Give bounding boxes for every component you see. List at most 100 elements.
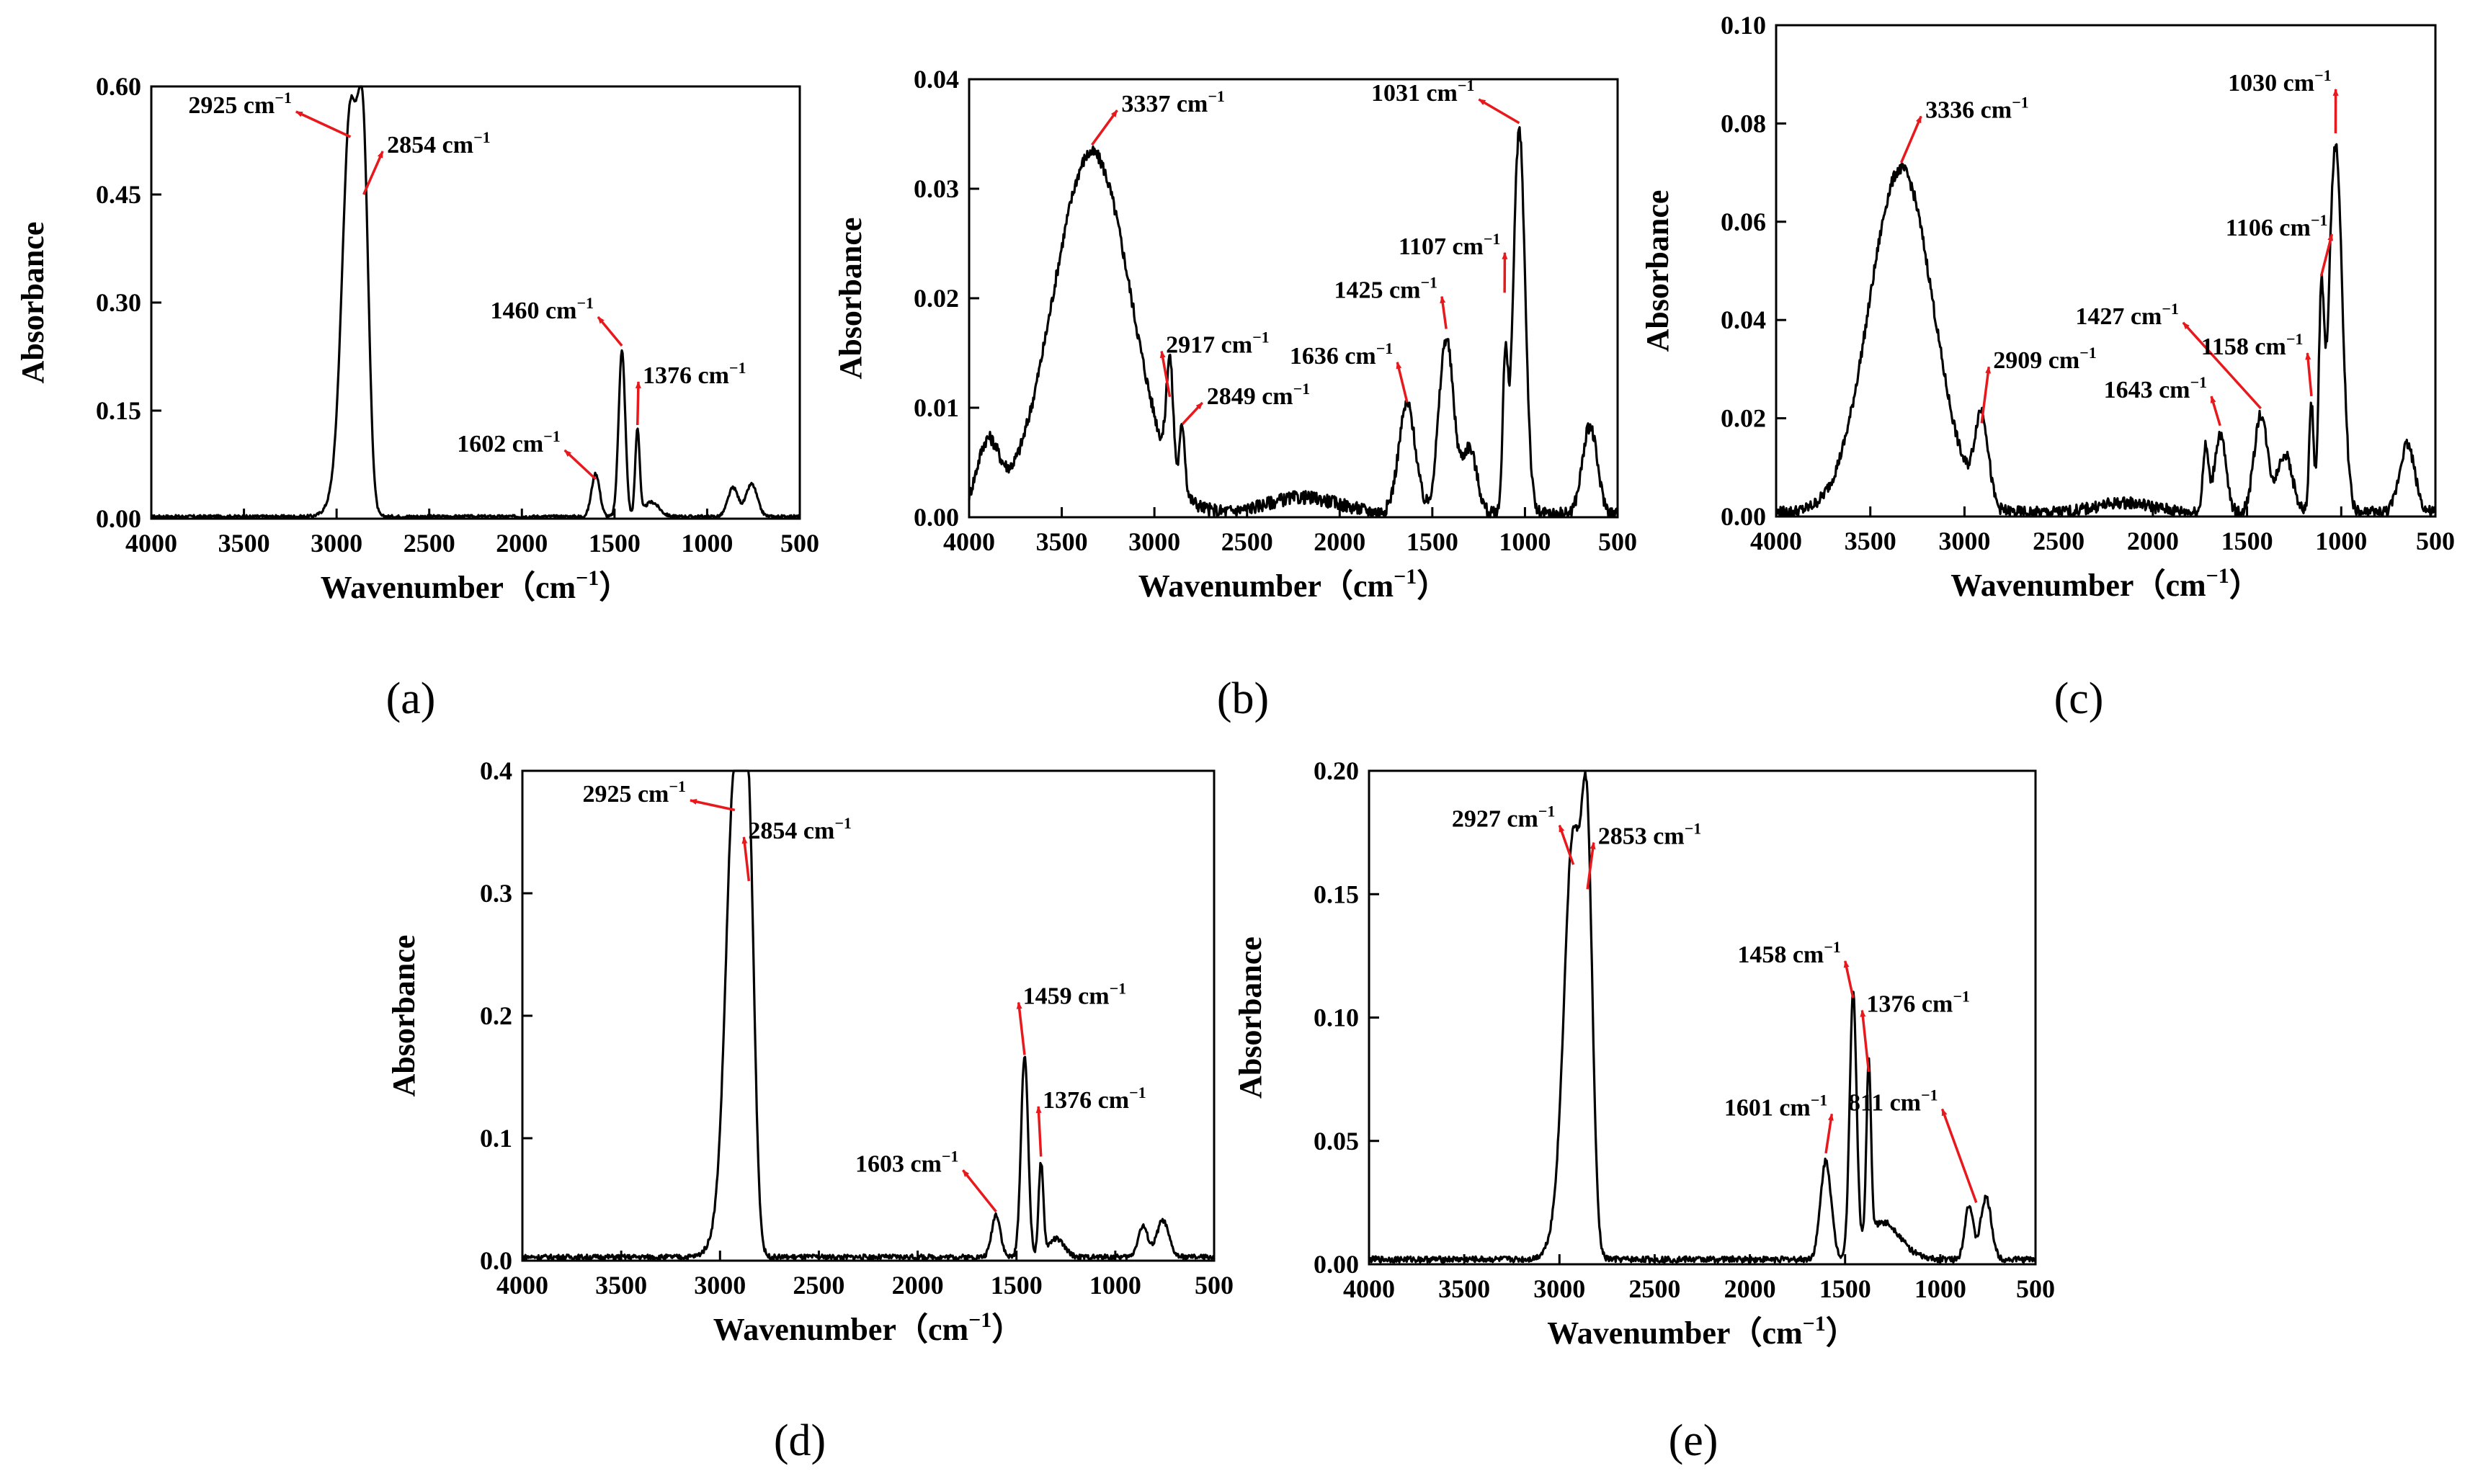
peak-label-sup: −1 — [1252, 328, 1270, 347]
peak-annotation: 1460 cm−1 — [491, 294, 623, 347]
x-tick-label: 1500 — [589, 529, 641, 558]
peak-label-text: 811 cm — [1848, 1090, 1921, 1117]
x-axis-label-text: Wavenumber（cm — [1547, 1315, 1802, 1351]
peak-annotation: 2925 cm−1 — [188, 89, 352, 138]
x-tick-label: 3500 — [1438, 1274, 1490, 1303]
peak-label-sup: −1 — [1129, 1083, 1146, 1101]
peak-arrow — [2319, 233, 2334, 277]
y-tick-label: 0.02 — [914, 284, 959, 313]
x-tick-label: 2000 — [1314, 527, 1365, 556]
peak-arrow — [1586, 841, 1596, 890]
peak-label-sup: −1 — [1293, 380, 1311, 398]
x-tick-label: 3500 — [1845, 527, 1896, 555]
panel-label: (c) — [2054, 674, 2104, 723]
peak-label-sup: −1 — [1376, 339, 1394, 357]
peak-label-sup: −1 — [1538, 803, 1556, 821]
x-axis-label-end: ） — [991, 1312, 1023, 1347]
peak-arrow — [1396, 361, 1409, 403]
x-tick-label: 2500 — [404, 529, 455, 558]
x-axis-label-text: Wavenumber（cm — [1138, 568, 1394, 604]
peak-label: 2917 cm−1 — [1166, 328, 1269, 359]
peak-annotation: 1376 cm−1 — [1860, 988, 1970, 1073]
peak-label: 1376 cm−1 — [1866, 988, 1969, 1018]
peak-label: 1458 cm−1 — [1737, 938, 1840, 968]
peak-label: 1603 cm−1 — [855, 1147, 958, 1177]
panel-label: (e) — [1669, 1416, 1718, 1465]
x-tick-label: 500 — [780, 529, 819, 558]
x-tick-label: 2500 — [793, 1271, 844, 1300]
peak-label-sup: −1 — [1824, 938, 1841, 956]
peak-annotation: 1427 cm−1 — [2075, 300, 2262, 410]
x-tick-label: 3500 — [1036, 527, 1088, 556]
peak-annotation: 2849 cm−1 — [1181, 380, 1311, 425]
spectrum-line — [1368, 770, 2037, 1264]
y-tick-label: 0.02 — [1721, 404, 1766, 433]
y-tick-label: 0.10 — [1721, 11, 1766, 40]
peak-label-sup: −1 — [2162, 300, 2179, 318]
peak-annotation: 1376 cm−1 — [1035, 1083, 1146, 1157]
peak-label-text: 1031 cm — [1371, 80, 1458, 107]
peak-annotation: 811 cm−1 — [1848, 1086, 1978, 1203]
peak-label-text: 1458 cm — [1737, 942, 1824, 968]
y-axis-label: Absorbance — [386, 935, 422, 1097]
peak-label-text: 1158 cm — [2201, 334, 2286, 360]
peak-label-text: 2927 cm — [1452, 806, 1538, 833]
y-tick-label: 0.00 — [914, 503, 959, 532]
peak-label-text: 2854 cm — [387, 132, 473, 158]
peak-arrow — [1016, 1001, 1026, 1055]
peak-label-sup: −1 — [942, 1147, 959, 1165]
y-tick-label: 0.15 — [1314, 880, 1359, 908]
x-tick-label: 2500 — [1221, 527, 1273, 556]
peak-arrow — [362, 151, 384, 195]
y-tick-label: 0.30 — [96, 288, 141, 317]
peak-annotation: 2909 cm−1 — [1980, 344, 2097, 424]
peak-arrow — [1478, 98, 1520, 125]
peak-label-sup: −1 — [1458, 76, 1475, 94]
peak-label: 2925 cm−1 — [582, 777, 685, 808]
peak-annotation: 1602 cm−1 — [457, 427, 597, 480]
x-axis-label: Wavenumber（cm−1） — [1547, 1312, 1858, 1351]
peak-label-sup: −1 — [2311, 211, 2328, 229]
x-axis-label-end: ） — [1826, 1315, 1858, 1351]
peak-arrow — [689, 798, 736, 812]
peak-annotation: 1643 cm−1 — [2104, 373, 2221, 426]
x-axis-label: Wavenumber（cm−1） — [713, 1308, 1024, 1347]
peak-label-text: 1427 cm — [2075, 303, 2162, 330]
peak-annotation: 1458 cm−1 — [1737, 938, 1855, 998]
panel-label: (a) — [386, 674, 436, 723]
x-axis-label-sup: −1 — [968, 1308, 991, 1332]
peak-annotation: 2854 cm−1 — [741, 814, 852, 882]
peak-annotation: 1106 cm−1 — [2226, 211, 2334, 277]
x-tick-label: 2500 — [2033, 527, 2085, 555]
peak-label-text: 1106 cm — [2226, 215, 2311, 241]
x-tick-label: 4000 — [1750, 527, 1802, 555]
x-tick-label: 2000 — [496, 529, 548, 558]
x-tick-label: 2000 — [2127, 527, 2179, 555]
peak-arrow — [741, 836, 751, 882]
peak-label-text: 2925 cm — [582, 781, 669, 808]
peak-label-sup: −1 — [2190, 373, 2208, 391]
x-axis-label-text: Wavenumber（cm — [1950, 568, 2206, 603]
y-tick-label: 0.15 — [96, 396, 141, 425]
x-axis-label: Wavenumber（cm−1） — [1138, 565, 1449, 604]
x-axis-label: Wavenumber（cm−1） — [1950, 564, 2261, 603]
peak-label-sup: −1 — [543, 427, 561, 445]
x-tick-label: 500 — [2016, 1274, 2055, 1303]
peak-arrow — [1899, 115, 1922, 164]
y-tick-label: 0.00 — [1721, 502, 1766, 531]
peak-arrow — [1159, 350, 1172, 398]
peak-arrow — [1091, 109, 1118, 146]
x-tick-label: 3500 — [595, 1271, 647, 1300]
peak-annotation: 1107 cm−1 — [1399, 230, 1508, 293]
x-tick-label: 3000 — [1128, 527, 1180, 556]
x-tick-label: 1500 — [1406, 527, 1458, 556]
peak-label-text: 1603 cm — [855, 1150, 942, 1177]
x-tick-label: 1500 — [2221, 527, 2273, 555]
peak-label: 3336 cm−1 — [1925, 93, 2028, 123]
peak-label-text: 2854 cm — [748, 818, 834, 844]
y-tick-label: 0.45 — [96, 180, 141, 209]
peak-label: 1158 cm−1 — [2201, 330, 2304, 360]
peak-label-sup: −1 — [1484, 230, 1501, 248]
peak-label-text: 1030 cm — [2228, 70, 2314, 97]
y-tick-label: 0.04 — [914, 65, 959, 94]
